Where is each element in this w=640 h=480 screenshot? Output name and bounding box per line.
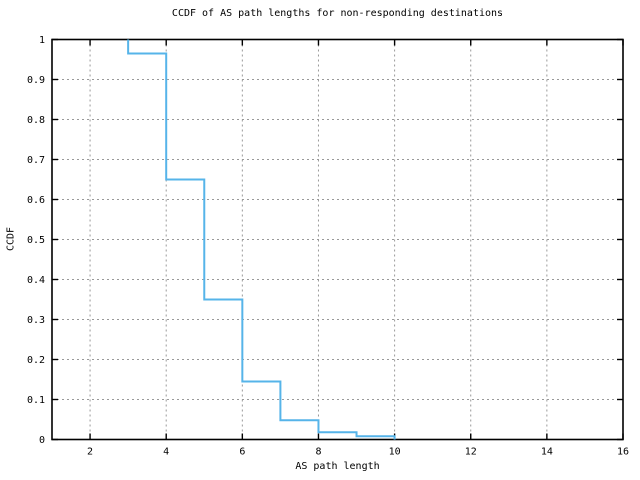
y-tick-label-0.5: 0.5 bbox=[27, 235, 45, 246]
x-tick-label-12: 12 bbox=[465, 447, 477, 458]
ccdf-curve-0 bbox=[127, 39, 396, 440]
y-tick-label-0: 0 bbox=[39, 435, 45, 446]
x-tick-label-6: 6 bbox=[239, 447, 245, 458]
y-tick-label-0.7: 0.7 bbox=[27, 155, 45, 166]
x-tick-label-2: 2 bbox=[87, 447, 93, 458]
y-tick-label-0.6: 0.6 bbox=[27, 195, 45, 206]
x-axis-label: AS path length bbox=[295, 461, 380, 472]
y-tick-label-0.9: 0.9 bbox=[27, 75, 45, 86]
x-tick-label-14: 14 bbox=[541, 447, 553, 458]
y-tick-label-0.3: 0.3 bbox=[27, 315, 45, 326]
x-tick-label-16: 16 bbox=[617, 447, 629, 458]
y-tick-label-1: 1 bbox=[39, 35, 45, 46]
x-tick-label-4: 4 bbox=[163, 447, 169, 458]
y-tick-label-0.1: 0.1 bbox=[27, 395, 45, 406]
chart-title: CCDF of AS path lengths for non-respondi… bbox=[171, 8, 504, 19]
y-tick-label-0.2: 0.2 bbox=[27, 355, 45, 366]
y-tick-label-0.4: 0.4 bbox=[27, 275, 45, 286]
x-tick-label-10: 10 bbox=[389, 447, 401, 458]
x-tick-label-8: 8 bbox=[315, 447, 321, 458]
y-tick-label-0.8: 0.8 bbox=[27, 115, 45, 126]
